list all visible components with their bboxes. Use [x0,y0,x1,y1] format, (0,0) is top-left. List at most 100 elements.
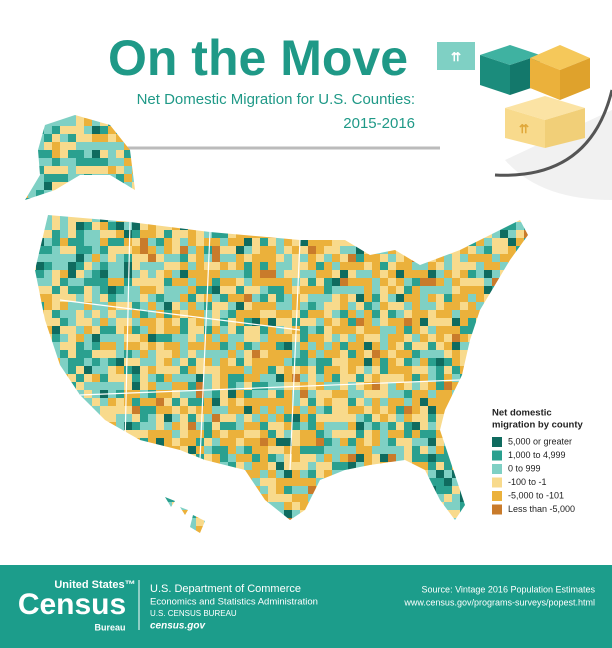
county-cell [156,478,164,486]
county-cell [76,278,84,286]
county-cell [84,326,92,334]
county-cell [108,142,116,150]
county-cell [156,350,164,358]
county-cell [76,390,84,398]
county-cell [132,342,140,350]
county-cell [52,430,60,438]
county-cell [348,438,356,446]
county-cell [212,302,220,310]
county-cell [468,238,476,246]
county-cell [100,190,108,198]
county-cell [212,366,220,374]
county-cell [300,510,308,518]
county-cell [460,438,468,446]
county-cell [172,166,180,174]
county-cell [28,358,36,366]
county-cell [444,118,452,126]
county-cell [444,198,452,206]
county-cell [412,470,420,478]
county-cell [500,166,508,174]
county-cell [460,174,468,182]
county-cell [316,462,324,470]
county-cell [132,414,140,422]
county-cell [428,398,436,406]
county-cell [444,382,452,390]
county-cell [444,414,452,422]
county-cell [372,350,380,358]
county-cell [164,534,172,542]
county-cell [180,390,188,398]
county-cell [220,358,228,366]
county-cell [148,246,156,254]
county-cell [140,518,148,526]
county-cell [156,158,164,166]
county-cell [60,446,68,454]
county-cell [492,166,500,174]
county-cell [508,526,516,533]
county-cell [340,190,348,198]
county-cell [300,462,308,470]
county-cell [436,230,444,238]
county-cell [164,118,172,126]
county-cell [468,158,476,166]
county-cell [492,126,500,134]
county-cell [388,534,396,542]
county-cell [124,526,132,533]
county-cell [36,414,44,422]
county-cell [276,262,284,270]
county-cell [332,414,340,422]
county-cell [444,254,452,262]
county-cell [452,414,460,422]
county-cell [284,342,292,350]
county-cell [308,310,316,318]
county-cell [76,222,84,230]
county-cell [140,126,148,134]
county-cell [468,182,476,190]
county-cell [84,462,92,470]
county-cell [196,534,204,542]
county-cell [268,454,276,462]
county-cell [188,390,196,398]
county-cell [148,254,156,262]
county-cell [220,438,228,446]
county-cell [236,198,244,206]
county-cell [52,310,60,318]
county-cell [140,286,148,294]
county-cell [44,486,52,494]
county-cell [100,382,108,390]
county-cell [220,126,228,134]
county-cell [452,502,460,510]
county-cell [300,454,308,462]
county-cell [36,126,44,134]
county-cell [180,382,188,390]
county-cell [92,350,100,358]
county-cell [172,494,180,502]
county-cell [140,454,148,462]
county-cell [364,358,372,366]
county-cell [332,422,340,430]
legend-swatch [492,504,502,515]
county-cell [404,198,412,206]
county-cell [308,518,316,526]
county-cell [172,118,180,126]
county-cell [332,262,340,270]
county-cell [52,158,60,166]
county-cell [476,310,484,318]
county-cell [412,406,420,414]
county-cell [124,198,132,206]
state-border [124,221,131,446]
county-cell [236,254,244,262]
county-cell [452,294,460,302]
county-cell [372,238,380,246]
county-cell [444,478,452,486]
county-cell [236,238,244,246]
county-cell [108,478,116,486]
county-cell [244,430,252,438]
county-cell [260,454,268,462]
county-cell [380,182,388,190]
county-cell [324,174,332,182]
county-cell [316,310,324,318]
county-cell [244,182,252,190]
county-cell [268,342,276,350]
county-cell [236,358,244,366]
